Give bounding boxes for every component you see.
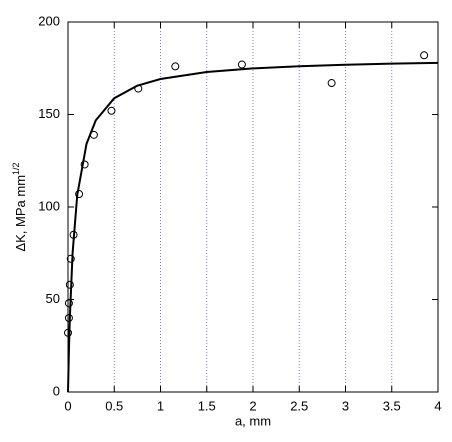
fit-line — [67, 61, 439, 393]
data-point — [237, 60, 246, 69]
y-tick-label: 150 — [38, 106, 60, 121]
data-point — [327, 79, 336, 88]
x-tick-label: 1 — [157, 398, 164, 413]
data-point — [65, 280, 74, 289]
x-tick-label: 1.5 — [198, 398, 216, 413]
x-tick-label: 3.5 — [383, 398, 401, 413]
y-axis-label-main: ΔK, MPa mm — [13, 175, 28, 252]
plot-frame — [67, 21, 439, 393]
data-point — [64, 314, 73, 322]
x-tick-label: 3 — [342, 398, 349, 413]
data-point — [420, 51, 429, 60]
y-tick-label: 50 — [46, 291, 60, 306]
data-point — [134, 84, 143, 93]
x-tick-label: 2 — [249, 398, 256, 413]
data-point — [107, 106, 116, 115]
x-axis-label: a, mm — [235, 413, 271, 428]
x-tick-label: 2.5 — [290, 398, 308, 413]
y-tick-label: 100 — [38, 198, 60, 213]
data-point — [64, 299, 73, 308]
x-tick-label: 0 — [64, 398, 71, 413]
y-axis-label: ΔK, MPa mm1/2 — [11, 162, 28, 251]
y-axis-label-superscript: 1/2 — [11, 162, 21, 175]
data-point — [89, 130, 98, 139]
y-tick-label: 200 — [38, 13, 60, 28]
x-tick-label: 4 — [434, 398, 441, 413]
data-point — [64, 328, 72, 337]
data-point — [80, 160, 89, 169]
data-point — [171, 62, 180, 71]
y-tick-label: 0 — [53, 383, 60, 398]
data-point — [75, 190, 84, 199]
x-tick-label: 0.5 — [105, 398, 123, 413]
data-point — [66, 254, 75, 263]
data-point — [69, 230, 78, 239]
